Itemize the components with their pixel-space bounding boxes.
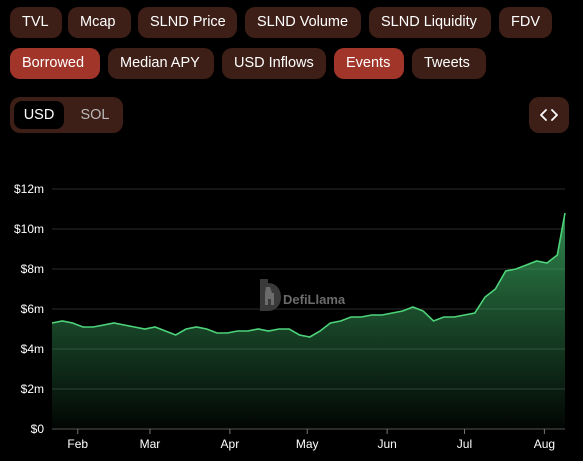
- y-tick-label: $12m: [14, 182, 44, 196]
- x-tick-label: Feb: [67, 437, 88, 451]
- watermark-text: DefiLlama: [283, 292, 346, 307]
- tab-events[interactable]: Events: [334, 48, 404, 79]
- llama-logo-icon: [260, 279, 281, 311]
- y-tick-label: $0: [31, 422, 45, 436]
- x-tick-label: Mar: [140, 437, 161, 451]
- series-line: [51, 212, 566, 338]
- tab-usd-inflows[interactable]: USD Inflows: [222, 48, 326, 79]
- tab-median-apy[interactable]: Median APY: [108, 48, 214, 79]
- currency-option-sol[interactable]: SOL: [80, 107, 110, 123]
- y-tick-label: $2m: [21, 382, 44, 396]
- y-tick-label: $8m: [21, 262, 44, 276]
- y-tick-label: $10m: [14, 222, 44, 236]
- x-tick-label: Apr: [221, 437, 240, 451]
- y-tick-label: $6m: [21, 302, 44, 316]
- tab-slnd-volume[interactable]: SLND Volume: [245, 7, 361, 38]
- x-tick-label: Aug: [534, 437, 555, 451]
- tab-tweets[interactable]: Tweets: [412, 48, 486, 79]
- borrowed-chart: $0 $2m $4m $6m $8m $10m $12m Feb Mar Apr May Jun Ju…: [14, 182, 566, 451]
- tab-slnd-liquidity[interactable]: SLND Liquidity: [369, 7, 491, 38]
- code-brackets-icon: [540, 109, 558, 121]
- tab-mcap[interactable]: Mcap: [68, 7, 131, 38]
- currency-option-usd[interactable]: USD: [14, 101, 64, 129]
- tab-slnd-price[interactable]: SLND Price: [138, 7, 237, 38]
- currency-toggle: USD SOL: [10, 97, 123, 133]
- embed-button[interactable]: [529, 97, 569, 133]
- y-tick-label: $4m: [21, 342, 44, 356]
- x-tick-label: Jun: [377, 437, 396, 451]
- x-tick-label: May: [296, 437, 319, 451]
- tab-borrowed[interactable]: Borrowed: [10, 48, 100, 79]
- watermark: DefiLlama: [260, 279, 346, 311]
- tab-fdv[interactable]: FDV: [499, 7, 552, 38]
- series-area: [52, 213, 565, 429]
- tab-tvl[interactable]: TVL: [10, 7, 62, 38]
- x-tick-label: Jul: [457, 437, 472, 451]
